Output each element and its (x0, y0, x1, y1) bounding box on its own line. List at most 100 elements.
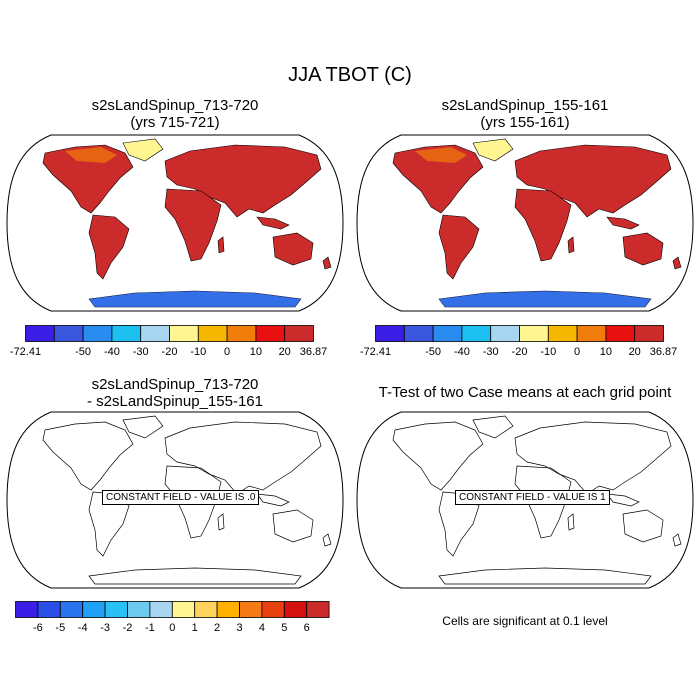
southeast-asia-shape (606, 493, 640, 507)
colorbar-tick-label: 0 (169, 622, 175, 634)
southeast-asia-shape (606, 216, 640, 230)
panel1-title-line2: (yrs 715-721) (130, 114, 220, 131)
colorbar-tick-label: 20 (629, 346, 641, 358)
colorbar-tick-label: -20 (512, 346, 528, 358)
colorbar-box (104, 601, 128, 618)
panel3-title-line2: - s2sLandSpinup_155-161 (87, 393, 263, 410)
madagascar-shape (217, 236, 225, 254)
colorbar-box (15, 601, 39, 618)
europe-asia-shape (514, 144, 672, 218)
colorbar-box (111, 325, 142, 342)
colorbar-box (461, 325, 492, 342)
antarctica-cold-shade (439, 291, 651, 307)
colorbar-tick-label: 0 (574, 346, 580, 358)
colorbar-tick-label: 6 (304, 622, 310, 634)
colorbar-tick-label: 36.87 (300, 346, 328, 358)
colorbar-3: -6 -5 -4 -3 -2 -1 0 1 2 3 4 5 6 (15, 601, 330, 634)
colorbar-box (403, 325, 434, 342)
colorbar-2: -72.41 -50 -40 -30 -20 -10 0 10 20 36.87 (360, 325, 677, 358)
colorbar-box (634, 325, 664, 342)
colorbar-box (127, 601, 151, 618)
colorbar-tick-label: 5 (281, 622, 287, 634)
arctic-cool-shade (415, 147, 467, 163)
greenland-shape (122, 138, 164, 162)
antarctica-shape (438, 567, 652, 585)
colorbar-box (605, 325, 636, 342)
colorbar-box (59, 601, 84, 618)
map-outline (356, 134, 694, 312)
colorbar-tick-label: -10 (190, 346, 206, 358)
colorbar-box (547, 325, 578, 342)
colorbar-box (255, 325, 286, 342)
colorbar-tick-label: -30 (483, 346, 499, 358)
difference-map (6, 411, 344, 589)
africa-shape (514, 188, 572, 262)
colorbar-box (37, 601, 61, 618)
greenland-shape (122, 415, 164, 439)
colorbar-tick-label: -30 (133, 346, 149, 358)
colorbar-box (519, 325, 549, 342)
colorbar-tick-label: -72.41 (10, 346, 41, 358)
australia-shape (622, 509, 664, 543)
colorbar-tick-label: -1 (145, 622, 155, 634)
map-outline (356, 411, 694, 589)
colorbar-box (490, 325, 520, 342)
colorbar-tick-label: 0 (224, 346, 230, 358)
map-outline (6, 134, 344, 312)
panel2-title: s2sLandSpinup_155-161 (yrs 155-161) (380, 97, 670, 131)
colorbar-1: -72.41 -50 -40 -30 -20 -10 0 10 20 36.87 (10, 325, 327, 358)
europe-asia-shape (514, 421, 672, 495)
panel3-title: s2sLandSpinup_713-720 - s2sLandSpinup_15… (30, 376, 320, 410)
colorbar-box (194, 601, 218, 618)
panel3-title-line1: s2sLandSpinup_713-720 (91, 376, 259, 393)
greenland-shape (472, 138, 514, 162)
colorbar-box (197, 325, 228, 342)
colorbar-box (239, 601, 263, 618)
panel2-title-line2: (yrs 155-161) (480, 114, 570, 131)
africa-shape (164, 188, 222, 262)
colorbar-tick-label: 1 (192, 622, 198, 634)
temperature-map-2 (356, 134, 694, 312)
antarctica-shape (88, 567, 302, 585)
colorbar-tick-label: 2 (214, 622, 220, 634)
colorbar-tick-label: 36.87 (650, 346, 678, 358)
new-zealand-shape (322, 256, 332, 270)
colorbar-tick-label: 20 (279, 346, 291, 358)
colorbar-tick-label: -20 (162, 346, 178, 358)
madagascar-shape (567, 236, 575, 254)
constant-field-label-2: CONSTANT FIELD - VALUE IS 1 (455, 490, 610, 505)
colorbar-tick-label: -5 (55, 622, 65, 634)
colorbar-box (140, 325, 170, 342)
north-america-shape (392, 144, 484, 214)
colorbar-tick-label: -50 (425, 346, 441, 358)
colorbar-tick-label: 10 (250, 346, 262, 358)
colorbar-box (82, 601, 106, 618)
main-title: JJA TBOT (C) (288, 64, 412, 86)
colorbar-box (53, 325, 84, 342)
colorbar-tick-label: 4 (259, 622, 265, 634)
europe-asia-shape (164, 421, 322, 495)
colorbar-tick-label: 3 (236, 622, 242, 634)
south-america-shape (438, 214, 480, 280)
panel1-title-line1: s2sLandSpinup_713-720 (91, 97, 259, 114)
north-america-shape (42, 421, 134, 491)
north-america-shape (392, 421, 484, 491)
arctic-cool-shade (65, 147, 117, 163)
colorbar-box (284, 325, 314, 342)
new-zealand-shape (672, 533, 682, 547)
antarctica-cold-shade (89, 291, 301, 307)
colorbar-tick-label: -50 (75, 346, 91, 358)
colorbar-tick-label: -2 (123, 622, 133, 634)
colorbar-box (432, 325, 463, 342)
australia-shape (622, 232, 664, 266)
colorbar-box (261, 601, 285, 618)
panel1-title: s2sLandSpinup_713-720 (yrs 715-721) (30, 97, 320, 131)
panel2-title-line1: s2sLandSpinup_155-161 (441, 97, 609, 114)
colorbar-box (375, 325, 405, 342)
colorbar-tick-label: -10 (540, 346, 556, 358)
colorbar-box (226, 325, 257, 342)
constant-field-label-1: CONSTANT FIELD - VALUE IS .0 (102, 490, 260, 505)
panel4-title: T-Test of two Case means at each grid po… (378, 384, 672, 401)
australia-shape (272, 232, 314, 266)
southeast-asia-shape (256, 216, 290, 230)
